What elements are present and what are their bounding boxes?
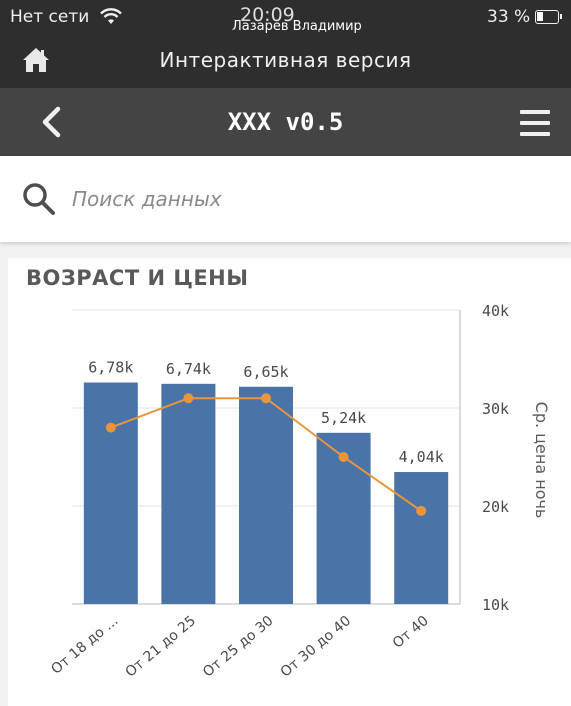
line-point bbox=[183, 393, 194, 404]
bar bbox=[239, 386, 293, 604]
x-tick-label: От 18 до ... bbox=[48, 613, 121, 678]
search-icon bbox=[23, 183, 55, 215]
status-bar: Нет сети 20:09 Лазарев Владимир 33 % bbox=[0, 0, 571, 36]
data-label: 6,65k bbox=[243, 363, 288, 381]
search-input[interactable] bbox=[72, 184, 532, 214]
data-label: 6,74k bbox=[166, 360, 211, 378]
chevron-left-icon[interactable] bbox=[38, 106, 64, 138]
battery-icon bbox=[535, 10, 562, 24]
data-label: 6,78k bbox=[88, 359, 133, 377]
y-tick-label: 10k bbox=[482, 596, 509, 614]
x-tick-label: От 25 до 30 bbox=[200, 613, 276, 681]
home-icon[interactable] bbox=[22, 46, 50, 74]
y-tick-label: 20k bbox=[482, 498, 509, 516]
panel-title: ВОЗРАСТ И ЦЕНЫ bbox=[26, 266, 249, 290]
user-name: Лазарев Владимир bbox=[232, 19, 362, 34]
top-bar: Интерактивная версия bbox=[0, 36, 571, 88]
line-point bbox=[261, 393, 271, 404]
y-axis-title: Ср. цена ночь bbox=[532, 402, 551, 519]
line-point bbox=[416, 505, 427, 516]
line-point bbox=[338, 452, 349, 462]
bar bbox=[161, 383, 216, 604]
x-tick-label: От 21 до 25 bbox=[122, 613, 198, 681]
bar bbox=[83, 382, 138, 604]
x-tick-label: От 30 до 40 bbox=[278, 613, 354, 681]
search-bar bbox=[0, 156, 571, 242]
app-title: XXX v0.5 bbox=[227, 108, 344, 136]
nav-bar: XXX v0.5 bbox=[0, 88, 571, 156]
line-point bbox=[105, 422, 116, 433]
chart-panel: ВОЗРАСТ И ЦЕНЫ 6,78k 6,74k 6,65k 5,24k 4,04k… bbox=[8, 258, 571, 706]
x-tick-label: От 40 bbox=[390, 613, 432, 652]
clock-text: 20:09 bbox=[240, 4, 295, 26]
hamburger-menu-icon[interactable] bbox=[520, 110, 550, 136]
y-tick-label: 30k bbox=[482, 400, 509, 418]
wifi-icon bbox=[100, 8, 122, 24]
carrier-text: Нет сети bbox=[10, 7, 90, 27]
y-tick-label: 40k bbox=[482, 302, 509, 320]
data-label: 5,24k bbox=[321, 409, 366, 427]
data-label: 4,04k bbox=[399, 448, 444, 466]
bar bbox=[394, 472, 449, 604]
top-bar-title: Интерактивная версия bbox=[159, 48, 412, 72]
battery-percent: 33 % bbox=[487, 7, 531, 27]
